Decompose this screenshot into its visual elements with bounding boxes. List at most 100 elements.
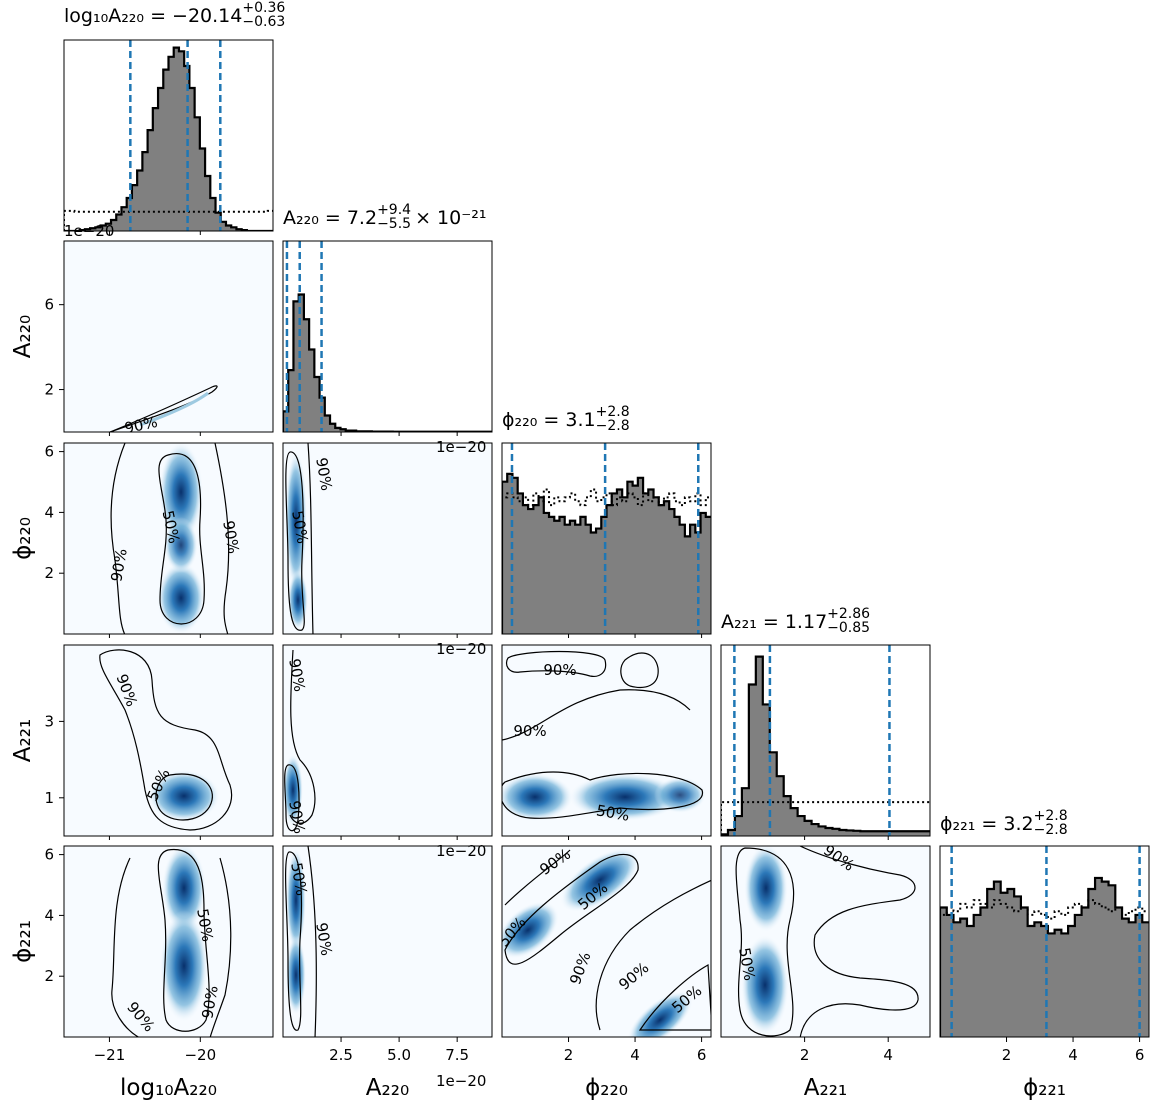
y-tick-label: 6 <box>44 846 54 864</box>
contour-line <box>111 857 232 1037</box>
contour-label: 90% <box>312 921 336 957</box>
y-tick-label: 3 <box>44 712 54 730</box>
title-A220: A₂₂₀ = 7.2+9.4 −5.5 × 10⁻²¹ <box>283 202 486 232</box>
contour-line <box>284 764 300 832</box>
prior-outline <box>940 899 1149 1037</box>
density-blob <box>560 848 640 912</box>
panel-frame <box>63 39 274 232</box>
panel-bg <box>283 443 492 634</box>
x-tick-label: 2.5 <box>329 1046 353 1064</box>
density-blob <box>148 770 220 822</box>
x-tick-label: 7.5 <box>445 1046 469 1064</box>
offset-text: 1e−20 <box>64 222 114 240</box>
density-blob <box>288 570 308 630</box>
x-axis-label-logA220: log₁₀A₂₂₀ <box>120 1075 217 1101</box>
x-tick-label: −21 <box>94 1046 126 1064</box>
density-blob <box>157 562 205 634</box>
y-tick-label: 6 <box>44 443 54 461</box>
contour-line <box>307 846 317 1037</box>
density-panel-phi220-A220: 50%90% <box>285 443 336 634</box>
y-tick-label: 4 <box>44 906 54 924</box>
panel-frame <box>501 845 712 1038</box>
contour-line <box>502 771 703 819</box>
density-blob <box>283 754 303 826</box>
density-blob <box>159 443 203 542</box>
contour-label: 90% <box>285 799 309 835</box>
x-tick-label: 4 <box>883 1046 893 1064</box>
density-blob <box>744 846 788 932</box>
contour-line <box>502 689 691 741</box>
contour-line <box>155 773 213 821</box>
y-tick-label: 2 <box>44 967 54 985</box>
panel-frame <box>939 845 1150 1038</box>
panel-frame <box>282 240 493 433</box>
offset-text: 1e−20 <box>436 842 486 860</box>
hist-outline <box>502 472 711 634</box>
panel-frame <box>63 644 274 837</box>
y-tick-label: 4 <box>44 503 54 521</box>
contour-label: 90% <box>543 661 576 679</box>
x-axis-label-phi221: ϕ₂₂₁ <box>1023 1075 1066 1101</box>
y-axis-label-A220: A₂₂₀ <box>10 315 36 358</box>
hist-fill <box>721 656 930 836</box>
offset-text: 1e−20 <box>436 1072 486 1090</box>
hist-fill <box>940 877 1149 1037</box>
title-phi220: ϕ₂₂₀ = 3.1+2.8 −2.8 <box>502 404 630 434</box>
x-tick-label: 2 <box>1002 1046 1012 1064</box>
x-tick-label: 6 <box>1135 1046 1145 1064</box>
density-blob <box>627 990 693 1037</box>
contour-line <box>157 849 210 1032</box>
contour-line <box>307 443 314 634</box>
contour-line <box>110 443 230 634</box>
hist-panel-logA220 <box>64 46 273 231</box>
density-panel-A221-A220: 90% 90% <box>283 649 316 835</box>
panel-bg <box>283 645 492 836</box>
contour-line <box>505 650 607 677</box>
contour-label: 50% <box>595 801 631 825</box>
contour-line <box>289 649 316 824</box>
offset-text: 1e−20 <box>436 438 486 456</box>
density-panel-phi221-phi220: 50%50%90%90% 90%50% <box>502 846 711 1037</box>
contour-label: 90% <box>198 984 222 1020</box>
hist-outline <box>64 46 273 231</box>
panel-frame <box>720 845 931 1038</box>
contour-line <box>504 853 639 965</box>
contour-line <box>620 652 659 689</box>
x-axis-label-phi220: ϕ₂₂₀ <box>585 1075 628 1101</box>
contour-label: 50% <box>735 946 759 982</box>
density-blob <box>741 935 789 1035</box>
x-tick-label: 5.0 <box>387 1046 411 1064</box>
density-panel-A221-phi220: 90% 90% 50% <box>502 650 706 825</box>
panel-frame <box>63 442 274 635</box>
x-axis-label-A220: A₂₂₀ <box>366 1075 409 1101</box>
contour-label: 90% <box>312 456 336 492</box>
panel-bg <box>283 846 492 1037</box>
density-panel-phi221-logA220: 50%90% 90% <box>111 846 232 1037</box>
density-blob <box>164 517 198 573</box>
y-axis-label-A221: A₂₂₁ <box>10 719 36 762</box>
contour-label: 90% <box>107 547 131 583</box>
panel-frame <box>63 240 274 433</box>
contour-label: 90% <box>285 657 309 693</box>
contour-line <box>285 451 305 631</box>
hist-outline <box>721 655 930 836</box>
contour-line <box>285 851 302 1031</box>
density-blob <box>160 910 208 1022</box>
density-blob <box>502 773 573 821</box>
x-tick-label: 2 <box>564 1046 574 1064</box>
panel-frame <box>501 644 712 837</box>
density-ridge <box>139 391 209 427</box>
density-panel-phi221-A220: 50%90% <box>285 846 336 1037</box>
y-tick-label: 6 <box>44 296 54 314</box>
density-panel-phi220-logA220: 50%90%90% <box>107 443 243 634</box>
density-blob <box>654 777 706 813</box>
panel-frame <box>720 644 931 837</box>
prior-outline <box>502 488 711 634</box>
panel-frame <box>282 845 493 1038</box>
contour-line <box>799 846 919 1037</box>
contour-line <box>99 649 233 831</box>
panel-frame <box>282 644 493 837</box>
y-tick-label: 2 <box>44 381 54 399</box>
offset-text: 1e−20 <box>436 640 486 658</box>
